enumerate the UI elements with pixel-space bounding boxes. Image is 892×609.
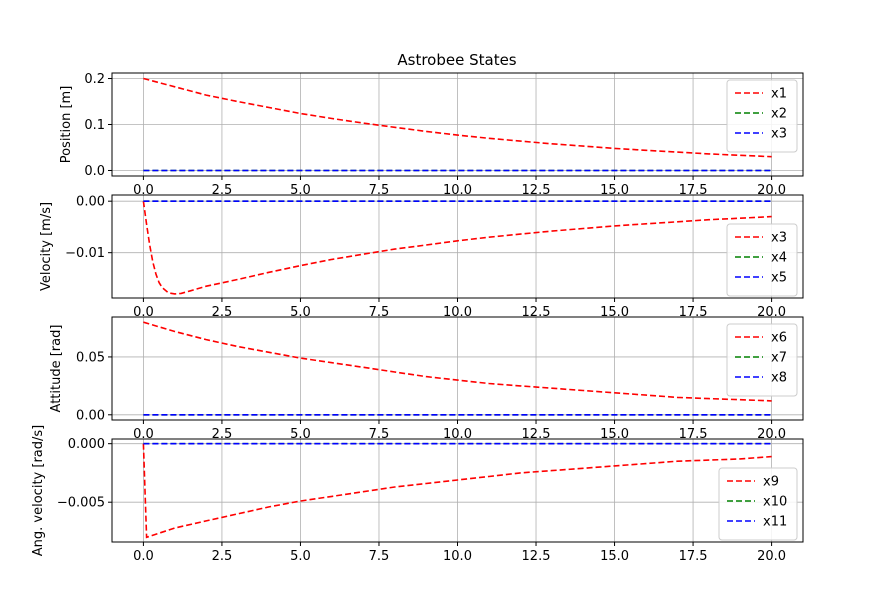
x-tick-label: 15.0 <box>600 427 629 442</box>
legend-box <box>718 467 798 541</box>
y-tick-label: 0.000 <box>68 437 105 452</box>
x-tick-label: 15.0 <box>600 549 629 564</box>
legend: x1 x2 x3 <box>726 79 798 153</box>
legend-label-x4: x4 <box>771 251 787 266</box>
series-line-x9 <box>142 443 772 539</box>
x-tick-label: 17.5 <box>679 305 708 320</box>
y-tick-label: 0.0 <box>84 164 105 179</box>
y-tick-label: 0.1 <box>84 118 105 133</box>
x-tick-label: 7.5 <box>369 183 390 198</box>
x-tick-label: 0.0 <box>133 549 154 564</box>
x-tick-label: 5.0 <box>290 549 311 564</box>
x-tick-label: 2.5 <box>212 427 233 442</box>
y-tick-label: 0.05 <box>76 350 105 365</box>
x-tick-label: 0.0 <box>133 305 154 320</box>
y-tick-label: 0.2 <box>84 72 105 87</box>
x-tick-label: 10.0 <box>443 549 472 564</box>
x-tick-label: 20.0 <box>757 183 786 198</box>
x-tick-label: 20.0 <box>757 549 786 564</box>
x-tick-label: 12.5 <box>522 183 551 198</box>
y-axis-label: Velocity [m/s] <box>39 202 54 291</box>
y-axis-label: Attitude [rad] <box>49 325 64 413</box>
legend-label-x10: x10 <box>763 495 787 510</box>
x-tick-label: 15.0 <box>600 183 629 198</box>
y-tick-label: −0.01 <box>65 246 105 261</box>
y-tick-label: 0.00 <box>76 408 105 423</box>
legend: x3 x4 x5 <box>726 223 798 297</box>
legend-label-x2: x2 <box>771 107 787 122</box>
legend-label-x3: x3 <box>771 127 787 142</box>
x-tick-label: 2.5 <box>212 549 233 564</box>
figure-title: Astrobee States <box>397 51 516 69</box>
legend-label-x8: x8 <box>771 371 787 386</box>
y-axis-label: Position [m] <box>59 86 74 164</box>
series-line-x3 <box>142 201 772 295</box>
legend-label-x1: x1 <box>771 87 787 102</box>
series-line-x1 <box>143 77 772 158</box>
legend-label-x3: x3 <box>771 231 787 246</box>
x-tick-label: 10.0 <box>443 305 472 320</box>
legend-label-x9: x9 <box>763 475 779 490</box>
x-tick-label: 0.0 <box>133 183 154 198</box>
x-tick-label: 17.5 <box>679 427 708 442</box>
legend-label-x5: x5 <box>771 271 787 286</box>
x-tick-label: 5.0 <box>290 305 311 320</box>
x-tick-label: 12.5 <box>522 305 551 320</box>
x-tick-label: 20.0 <box>757 305 786 320</box>
series-line-x6 <box>143 321 772 402</box>
x-tick-label: 20.0 <box>757 427 786 442</box>
x-tick-label: 5.0 <box>290 427 311 442</box>
y-tick-label: 0.00 <box>76 195 105 210</box>
legend-box <box>726 223 798 297</box>
subplot-1: 0.0 2.5 5.0 7.5 10.0 12.5 15.0 17.5 20.0 0.0 0.1 0.… <box>59 72 804 198</box>
x-tick-label: 7.5 <box>369 427 390 442</box>
x-tick-label: 15.0 <box>600 305 629 320</box>
legend: x9 x10 x11 <box>718 467 798 541</box>
x-tick-label: 2.5 <box>212 305 233 320</box>
x-tick-label: 12.5 <box>522 549 551 564</box>
subplot-2: 0.0 2.5 5.0 7.5 10.0 12.5 15.0 17.5 20.0 0.00 −0.0… <box>39 194 804 320</box>
x-tick-label: 7.5 <box>369 549 390 564</box>
x-tick-label: 5.0 <box>290 183 311 198</box>
x-tick-label: 7.5 <box>369 305 390 320</box>
subplot-4: 0.0 2.5 5.0 7.5 10.0 12.5 15.0 17.5 20.0 0.000 −0.… <box>31 425 804 564</box>
subplot-3: 0.0 2.5 5.0 7.5 10.0 12.5 15.0 17.5 20.0 0.00 0.05… <box>49 316 804 442</box>
legend: x6 x7 x8 <box>726 323 798 397</box>
x-tick-label: 17.5 <box>679 549 708 564</box>
x-tick-label: 12.5 <box>522 427 551 442</box>
y-axis-label: Ang. velocity [rad/s] <box>31 425 46 556</box>
legend-box <box>726 79 798 153</box>
x-tick-label: 10.0 <box>443 183 472 198</box>
x-tick-label: 17.5 <box>679 183 708 198</box>
legend-box <box>726 323 798 397</box>
legend-label-x7: x7 <box>771 351 787 366</box>
y-tick-label: −0.005 <box>57 496 105 511</box>
subplots: 0.0 2.5 5.0 7.5 10.0 12.5 15.0 17.5 20.0 0.0 0.1 0.… <box>31 72 804 564</box>
x-tick-label: 0.0 <box>133 427 154 442</box>
x-tick-label: 2.5 <box>212 183 233 198</box>
x-tick-label: 10.0 <box>443 427 472 442</box>
legend-label-x6: x6 <box>771 331 787 346</box>
legend-label-x11: x11 <box>763 515 787 530</box>
